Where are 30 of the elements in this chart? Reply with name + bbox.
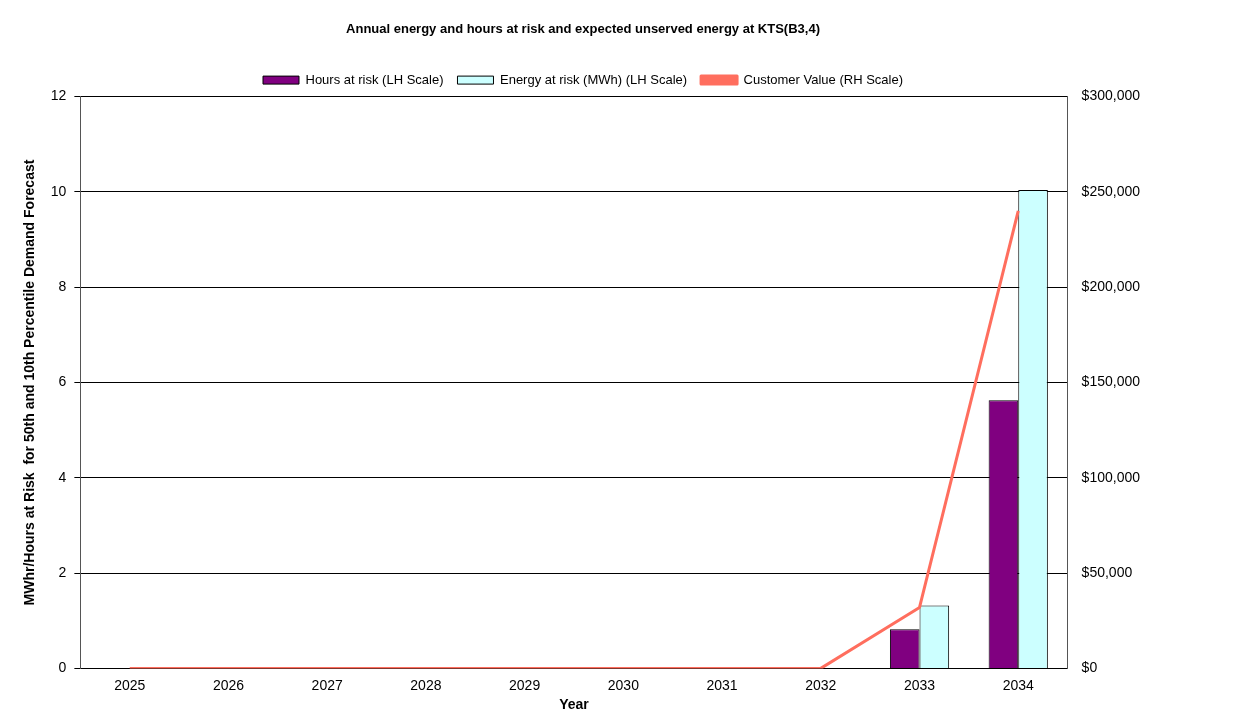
y2-tick-label: $250,000 (1081, 182, 1141, 199)
x-tick-label: 2025 (114, 676, 146, 693)
x-tick-label: 2029 (509, 676, 541, 693)
y2-tick-label: $300,000 (1081, 87, 1141, 104)
y2-tick-label: $50,000 (1081, 563, 1133, 580)
x-tick-label: 2033 (903, 676, 936, 693)
chart-title: Annual energy and hours at risk and expected unserved energy at KTS(B3,4) (346, 21, 820, 37)
x-tick-label: 2032 (805, 676, 837, 693)
x-tick-label: 2027 (311, 676, 343, 693)
x-tick-label: 2031 (706, 676, 738, 693)
y-tick-label: 4 (58, 468, 67, 485)
legend-label: Energy at risk (MWh) (LH Scale) (499, 71, 688, 87)
y-axis-title: MWhr/Hours at Risk for 50th and 10th Percentile Demand Forecast (21, 159, 38, 606)
y-tick-label: 2 (58, 563, 67, 580)
legend-label: Customer Value (RH Scale) (743, 71, 903, 87)
y-tick-label: 8 (58, 278, 67, 295)
x-tick-label: 2028 (410, 676, 442, 693)
legend-label: Hours at risk (LH Scale) (305, 71, 444, 87)
y-tick-label: 12 (50, 87, 67, 104)
y2-tick-label: $200,000 (1081, 278, 1141, 295)
y-tick-label: 0 (58, 659, 67, 676)
y2-tick-label: $100,000 (1081, 468, 1141, 485)
x-tick-label: 2026 (212, 676, 245, 693)
x-axis-title: Year (559, 696, 590, 713)
y-tick-label: 6 (58, 373, 67, 390)
y2-tick-label: $0 (1081, 659, 1098, 676)
y-tick-label: 10 (50, 182, 67, 199)
y2-tick-label: $150,000 (1081, 373, 1141, 390)
x-tick-label: 2034 (1002, 676, 1035, 693)
x-tick-label: 2030 (607, 676, 640, 693)
